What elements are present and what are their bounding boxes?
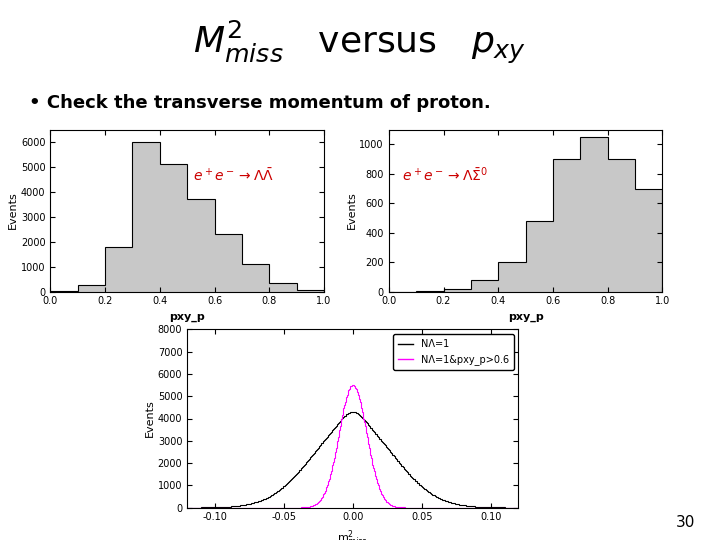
X-axis label: pxy_p: pxy_p bbox=[508, 312, 544, 322]
Text: $e^+e^- \rightarrow \Lambda\bar{\Sigma}^0$: $e^+e^- \rightarrow \Lambda\bar{\Sigma}^… bbox=[402, 166, 488, 185]
Y-axis label: Events: Events bbox=[346, 192, 356, 230]
Legend: NΛ=1, NΛ=1&pxy_p>0.6: NΛ=1, NΛ=1&pxy_p>0.6 bbox=[393, 334, 513, 370]
X-axis label: m$^2_{miss}$: m$^2_{miss}$ bbox=[338, 528, 368, 540]
Y-axis label: Events: Events bbox=[8, 192, 18, 230]
Text: 30: 30 bbox=[675, 515, 695, 530]
Text: $e^+e^- \rightarrow \Lambda\bar{\Lambda}$: $e^+e^- \rightarrow \Lambda\bar{\Lambda}… bbox=[193, 167, 274, 185]
Y-axis label: Events: Events bbox=[145, 400, 155, 437]
Text: $\mathit{M}^2_{\mathit{miss}}$   versus   $\mathit{p}_{\mathit{xy}}$: $\mathit{M}^2_{\mathit{miss}}$ versus $\… bbox=[194, 19, 526, 66]
X-axis label: pxy_p: pxy_p bbox=[169, 312, 205, 322]
Text: • Check the transverse momentum of proton.: • Check the transverse momentum of proto… bbox=[29, 94, 490, 112]
